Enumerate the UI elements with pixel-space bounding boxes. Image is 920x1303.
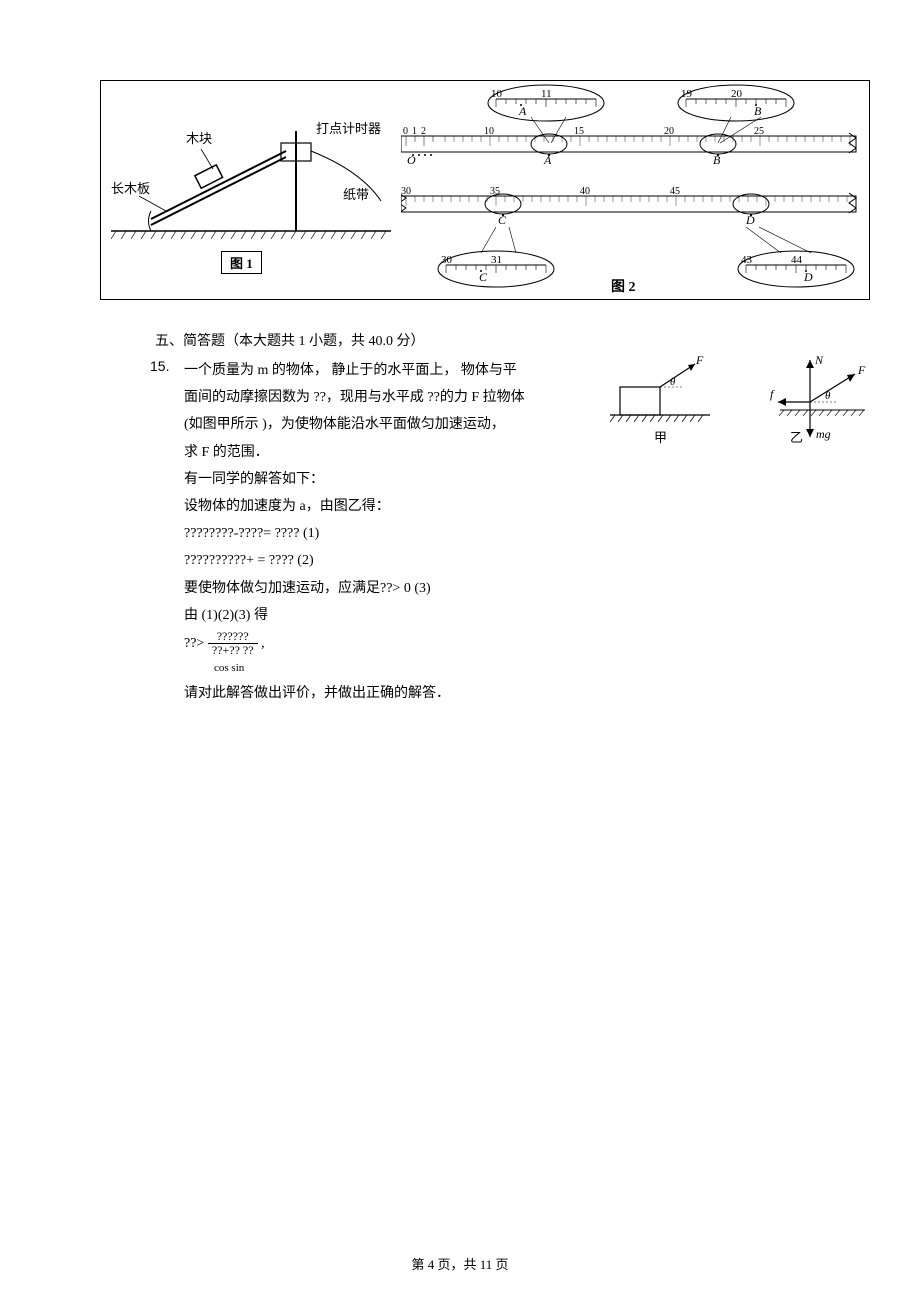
page-footer: 第 4 页，共 11 页 [0, 1254, 920, 1273]
svg-text:N: N [814, 353, 824, 367]
fig1-caption: 图 1 [221, 251, 262, 274]
q-line-1: 一个质量为 m 的物体， 静止于的水平面上， 物体与平 [184, 358, 584, 383]
svg-text:A: A [543, 153, 552, 167]
q-line-6: 设物体的加速度为 a，由图乙得： [184, 494, 584, 519]
svg-text:O: O [407, 153, 416, 167]
svg-text:θ: θ [825, 390, 831, 402]
svg-text:1: 1 [412, 126, 417, 137]
question-15: 15. 一个质量为 m 的物体， 静止于的水平面上， 物体与平 面间的动摩擦因数… [150, 358, 870, 708]
q-line-2: 面间的动摩擦因数为 ??，现用与水平成 ??的力 F 拉物体 [184, 385, 584, 410]
label-block: 木块 [186, 131, 212, 146]
label-board: 长木板 [111, 181, 150, 196]
svg-text:C: C [479, 270, 488, 284]
svg-text:2: 2 [421, 126, 426, 137]
svg-text:45: 45 [670, 186, 680, 197]
svg-text:15: 15 [574, 126, 584, 137]
svg-text:F: F [695, 353, 704, 367]
svg-text:mg: mg [816, 427, 831, 441]
svg-text:D: D [803, 270, 813, 284]
svg-text:30: 30 [441, 254, 453, 266]
section-heading: 五、简答题（本大题共 1 小题，共 40.0 分） [155, 330, 425, 350]
label-tape: 纸带 [343, 187, 369, 202]
figure-container: 木块 打点计时器 纸带 长木板 图 1 10 11 A [100, 80, 870, 300]
q-line-3: (如图甲所示 )，为使物体能沿水平面做匀加速运动， [184, 412, 584, 437]
q-line-10: 由 (1)(2)(3) 得 [184, 603, 584, 628]
svg-text:40: 40 [580, 186, 590, 197]
svg-text:20: 20 [664, 126, 674, 137]
q-line-13: 请对此解答做出评价，并做出正确的解答． [184, 681, 584, 706]
svg-text:31: 31 [491, 254, 502, 266]
fig2-caption: 图 2 [611, 279, 636, 295]
q-line-4: 求 F 的范围． [184, 440, 584, 465]
fig2-svg: 10 11 A 19 20 B [401, 81, 861, 301]
svg-text:f: f [770, 387, 775, 401]
svg-text:θ: θ [670, 376, 676, 388]
q-line-9: 要使物体做匀加速运动，应满足??> 0 (3) [184, 576, 584, 601]
q-line-12: cos sin [184, 659, 584, 679]
svg-text:A: A [518, 104, 527, 118]
question-number: 15. [150, 358, 169, 374]
question-diagram: F θ 甲 N F f mg θ [610, 352, 870, 452]
q-line-11: ??> ?????? ??+?? ?? , [184, 630, 584, 657]
svg-text:10: 10 [491, 88, 503, 100]
svg-text:19: 19 [681, 88, 693, 100]
q-line-7: ????????-????= ???? (1) [184, 521, 584, 546]
q-line-5: 有一同学的解答如下： [184, 467, 584, 492]
figure-2: 10 11 A 19 20 B [401, 81, 861, 301]
svg-text:44: 44 [791, 254, 803, 266]
svg-text:43: 43 [741, 254, 753, 266]
figure-1: 木块 打点计时器 纸带 长木板 图 1 [111, 111, 391, 281]
svg-text:C: C [498, 213, 507, 227]
q-line-8: ??????????+ = ???? (2) [184, 548, 584, 573]
label-timer: 打点计时器 [316, 121, 381, 136]
svg-text:B: B [754, 104, 762, 118]
svg-text:11: 11 [541, 88, 552, 100]
question-body: 一个质量为 m 的物体， 静止于的水平面上， 物体与平 面间的动摩擦因数为 ??… [184, 358, 584, 706]
svg-text:乙: 乙 [790, 430, 803, 445]
svg-text:甲: 甲 [654, 430, 667, 445]
svg-text:25: 25 [754, 126, 764, 137]
svg-text:B: B [713, 153, 721, 167]
svg-text:D: D [745, 213, 755, 227]
svg-text:0: 0 [403, 126, 408, 137]
fraction: ?????? ??+?? ?? [208, 630, 258, 657]
svg-text:20: 20 [731, 88, 743, 100]
svg-text:F: F [857, 363, 866, 377]
svg-text:10: 10 [484, 126, 494, 137]
